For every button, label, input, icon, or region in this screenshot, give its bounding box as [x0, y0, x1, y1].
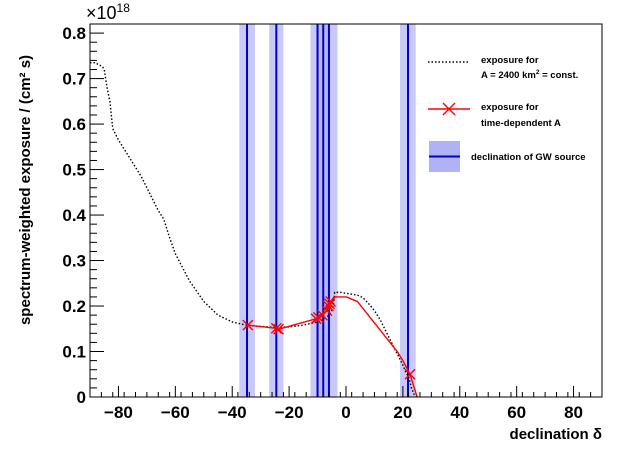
y-tick-label: 0.1 [62, 343, 86, 362]
y-tick-label: 0.7 [62, 70, 86, 89]
series-layer [90, 61, 418, 398]
legend-const-line1: exposure for [481, 55, 539, 66]
y-tick-label: 0.2 [62, 297, 86, 316]
y-tick-label: 0.5 [62, 161, 86, 180]
x-tick-label: 80 [564, 403, 583, 422]
legend: exposure for A = 2400 km2 = const. expos… [428, 55, 586, 172]
x-tick-label: 40 [450, 403, 469, 422]
x-tick-label: −40 [218, 403, 247, 422]
x-tick-label: −60 [161, 403, 190, 422]
y-tick-label: 0.3 [62, 252, 86, 271]
legend-td-line1: exposure for [481, 102, 539, 113]
legend-gw-label: declination of GW source [471, 152, 586, 163]
ticks-layer: −80 −60 −40 −20 0 20 40 60 80 0 0.1 0.2 0.3 0.4 0.5 0.6… [62, 24, 603, 422]
y-tick-label: 0.6 [62, 115, 86, 134]
y-tick-label: 0.4 [62, 206, 86, 225]
td-point-8 [324, 298, 335, 310]
td-point-9 [325, 295, 337, 307]
y-multiplier: ×1018 [86, 1, 130, 23]
td-point-10 [404, 368, 416, 380]
x-tick-label: 0 [341, 403, 350, 422]
x-tick-label: 20 [393, 403, 412, 422]
y-axis-label: spectrum-weighted exposure / (cm² s) [17, 55, 34, 325]
legend-td-marker [442, 102, 456, 116]
td-point-0 [242, 319, 254, 331]
y-tick-label: 0.8 [62, 24, 86, 43]
x-tick-label: 60 [507, 403, 526, 422]
x-tick-label: −20 [275, 403, 304, 422]
x-axis-label: declination δ [510, 426, 602, 443]
legend-const-sup: 2 [536, 69, 540, 76]
td-point-2 [273, 323, 285, 335]
x-tick-label: −80 [104, 403, 133, 422]
gw-lines-layer [246, 24, 410, 397]
y-multiplier-base: ×10 [86, 3, 117, 23]
y-tick-label: 0 [77, 388, 86, 407]
legend-const-line2: A = 2400 km2 = const. [481, 69, 578, 81]
legend-td-line2: time-dependent A [481, 118, 561, 129]
y-multiplier-exp: 18 [117, 1, 131, 15]
td-point-1 [270, 322, 282, 334]
